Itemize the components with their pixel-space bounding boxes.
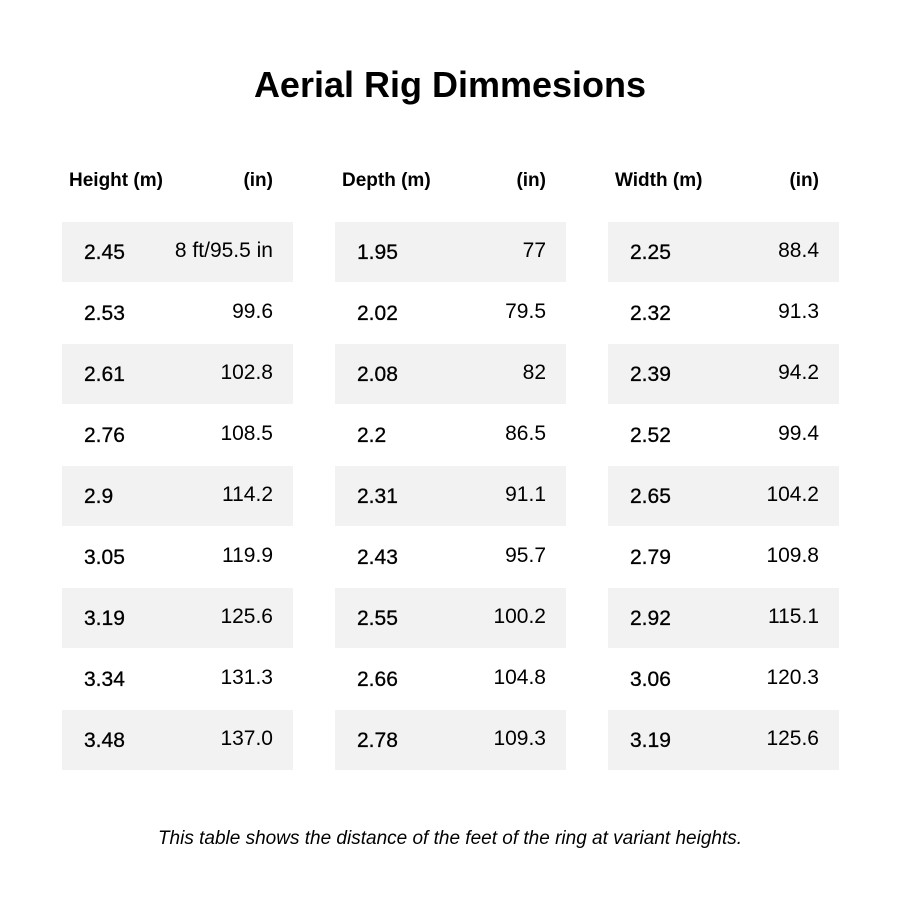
table-row: 2.61 102.8	[62, 344, 293, 404]
inches-cell: 102.8	[220, 361, 273, 384]
table-row: 2.53 99.6	[62, 283, 293, 344]
meters-cell: 2.02	[357, 302, 398, 325]
meters-cell: 2.55	[357, 607, 398, 630]
inches-cell: 109.8	[766, 544, 819, 567]
header-meters: Width (m)	[615, 170, 703, 191]
table-row: 2.78 109.3	[335, 710, 566, 770]
inches-cell: 91.3	[778, 300, 819, 323]
table-row: 2.9 114.2	[62, 466, 293, 526]
table-row: 2.76 108.5	[62, 405, 293, 466]
inches-cell: 108.5	[220, 422, 273, 445]
inches-cell: 99.4	[778, 422, 819, 445]
inches-cell: 119.9	[222, 544, 273, 567]
inches-cell: 100.2	[493, 605, 546, 628]
table-row: 2.31 91.1	[335, 466, 566, 526]
inches-cell: 104.2	[766, 483, 819, 506]
table-row: 2.32 91.3	[608, 283, 839, 344]
inches-cell: 125.6	[220, 605, 273, 628]
table-row: 2.08 82	[335, 344, 566, 404]
meters-cell: 1.95	[357, 241, 398, 264]
caption: This table shows the distance of the fee…	[157, 828, 743, 849]
table-row: 1.95 77	[335, 222, 566, 282]
meters-cell: 2.52	[630, 424, 671, 447]
height-table: Height (m) (in) 2.45 8 ft/95.5 in 2.53 99.6 2.…	[62, 168, 293, 770]
table-row: 2.52 99.4	[608, 405, 839, 466]
inches-cell: 99.6	[232, 300, 273, 323]
inches-cell: 79.5	[505, 300, 546, 323]
table-row: 2.55 100.2	[335, 588, 566, 648]
meters-cell: 2.08	[357, 363, 398, 386]
header-inches: (in)	[516, 170, 546, 191]
table-row: 2.92 115.1	[608, 588, 839, 648]
meters-cell: 2.92	[630, 607, 671, 630]
meters-cell: 3.19	[84, 607, 125, 630]
inches-cell: 109.3	[493, 727, 546, 750]
inches-cell: 125.6	[766, 727, 819, 750]
meters-cell: 3.05	[84, 546, 125, 569]
meters-cell: 2.43	[357, 546, 398, 569]
table-row: 2.66 104.8	[335, 649, 566, 710]
table-row: 3.06 120.3	[608, 649, 839, 710]
meters-cell: 2.31	[357, 485, 398, 508]
table-header: Width (m) (in)	[608, 168, 839, 196]
meters-cell: 3.06	[630, 668, 671, 691]
header-meters: Height (m)	[69, 170, 163, 191]
table-row: 2.43 95.7	[335, 527, 566, 588]
width-table: Width (m) (in) 2.25 88.4 2.32 91.3 2.39 94.2 2.5…	[608, 168, 839, 770]
meters-cell: 3.48	[84, 729, 125, 752]
meters-cell: 2.78	[357, 729, 398, 752]
depth-table: Depth (m) (in) 1.95 77 2.02 79.5 2.08 82 2.2 86.5…	[335, 168, 566, 770]
table-row: 2.45 8 ft/95.5 in	[62, 222, 293, 282]
meters-cell: 2.39	[630, 363, 671, 386]
table-row: 3.34 131.3	[62, 649, 293, 710]
meters-cell: 2.2	[357, 424, 387, 447]
inches-cell: 77	[522, 239, 546, 262]
meters-cell: 2.25	[630, 241, 671, 264]
meters-cell: 3.34	[84, 668, 125, 691]
table-row: 3.05 119.9	[62, 527, 293, 588]
meters-cell: 2.61	[84, 363, 125, 386]
meters-cell: 2.9	[84, 485, 114, 508]
table-row: 2.02 79.5	[335, 283, 566, 344]
table-row: 3.48 137.0	[62, 710, 293, 770]
table-row: 2.79 109.8	[608, 527, 839, 588]
inches-cell: 137.0	[220, 727, 273, 750]
meters-cell: 2.66	[357, 668, 398, 691]
inches-cell: 114.2	[222, 483, 273, 506]
inches-cell: 88.4	[778, 239, 819, 262]
table-row: 2.25 88.4	[608, 222, 839, 282]
header-meters: Depth (m)	[342, 170, 431, 191]
table-header: Height (m) (in)	[62, 168, 293, 196]
header-inches: (in)	[243, 170, 273, 191]
inches-cell: 91.1	[505, 483, 546, 506]
header-inches: (in)	[789, 170, 819, 191]
inches-cell: 94.2	[778, 361, 819, 384]
meters-cell: 2.79	[630, 546, 671, 569]
inches-cell: 86.5	[505, 422, 546, 445]
inches-cell: 82	[522, 361, 546, 384]
inches-cell: 8 ft/95.5 in	[174, 239, 273, 262]
table-row: 3.19 125.6	[608, 710, 839, 770]
table-row: 2.2 86.5	[335, 405, 566, 466]
table-row: 3.19 125.6	[62, 588, 293, 648]
meters-cell: 2.76	[84, 424, 125, 447]
page-title: Aerial Rig Dimmesions	[253, 64, 647, 105]
inches-cell: 115.1	[768, 605, 819, 628]
table-header: Depth (m) (in)	[335, 168, 566, 196]
inches-cell: 120.3	[766, 666, 819, 689]
table-row: 2.39 94.2	[608, 344, 839, 404]
meters-cell: 2.45	[84, 241, 125, 264]
meters-cell: 2.65	[630, 485, 671, 508]
inches-cell: 104.8	[493, 666, 546, 689]
inches-cell: 131.3	[220, 666, 273, 689]
meters-cell: 2.32	[630, 302, 671, 325]
meters-cell: 3.19	[630, 729, 671, 752]
table-row: 2.65 104.2	[608, 466, 839, 526]
meters-cell: 2.53	[84, 302, 125, 325]
inches-cell: 95.7	[505, 544, 546, 567]
